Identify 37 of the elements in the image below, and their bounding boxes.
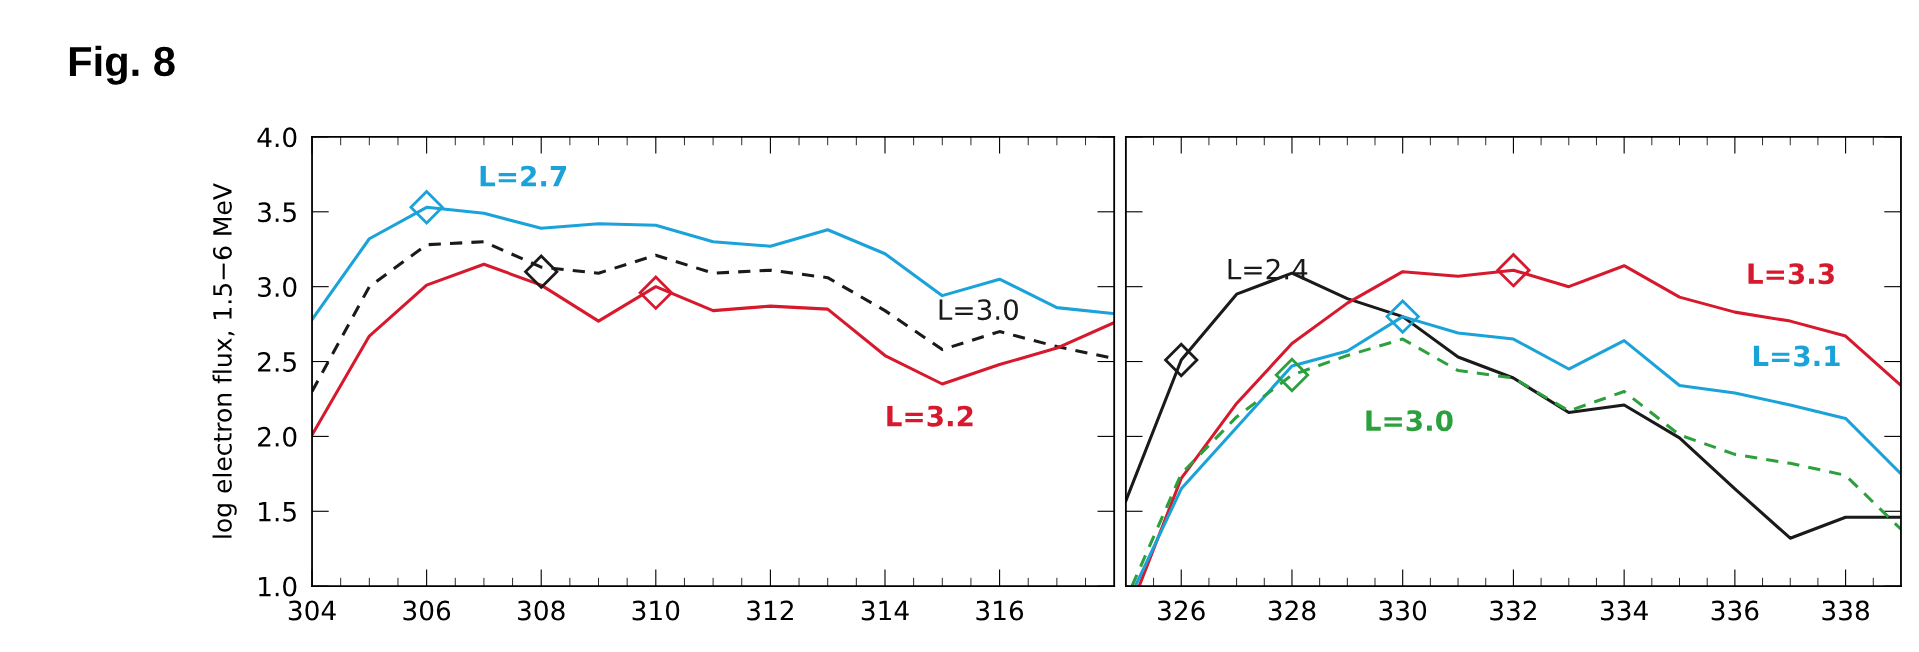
series-label: L=3.0	[1366, 410, 1453, 432]
x-tick-label: 332	[1490, 600, 1536, 621]
y-tick-label: 2.5	[258, 351, 296, 372]
x-tick-label: 334	[1600, 600, 1648, 621]
series-label: L=3.3	[1748, 263, 1834, 285]
x-tick-label: 312	[747, 600, 793, 621]
series-label: L=3.1	[1753, 345, 1840, 367]
y-tick-label: 3.5	[258, 202, 296, 223]
y-tick-label: 1.0	[259, 576, 297, 597]
x-tick-label: 304	[288, 600, 336, 621]
series-label: L=3.0	[939, 299, 1018, 321]
x-tick-label: 338	[1822, 600, 1869, 621]
point	[1274, 357, 1310, 393]
x-tick-label: 326	[1158, 600, 1205, 621]
y-tick-label: 4.0	[257, 127, 297, 148]
point	[638, 275, 673, 310]
y-tick-label: 3.0	[258, 277, 297, 298]
x-tick-label: 316	[976, 600, 1024, 621]
series-label: L=2.7	[480, 165, 567, 187]
x-tick-label: 306	[403, 600, 451, 621]
point	[409, 190, 444, 225]
x-tick-label: 314	[861, 600, 909, 621]
y-tick-label: 2.0	[258, 426, 297, 447]
x-tick-label: 310	[632, 600, 680, 621]
x-tick-label: 336	[1711, 600, 1759, 621]
y-axis-title: log electron flux, 1.5−6 MeV	[212, 183, 237, 538]
chart-title: Fig. 8	[69, 45, 175, 85]
x-tick-label: 330	[1379, 600, 1427, 621]
point	[1164, 342, 1199, 378]
x-tick-label: 308	[518, 600, 565, 621]
y-tick-label: 1.5	[259, 502, 296, 522]
point	[1385, 299, 1420, 334]
series-label: L=3.2	[887, 405, 973, 427]
x-tick-label: 328	[1268, 600, 1316, 621]
point	[524, 254, 559, 289]
point	[1496, 253, 1531, 288]
line-series	[312, 262, 1115, 437]
